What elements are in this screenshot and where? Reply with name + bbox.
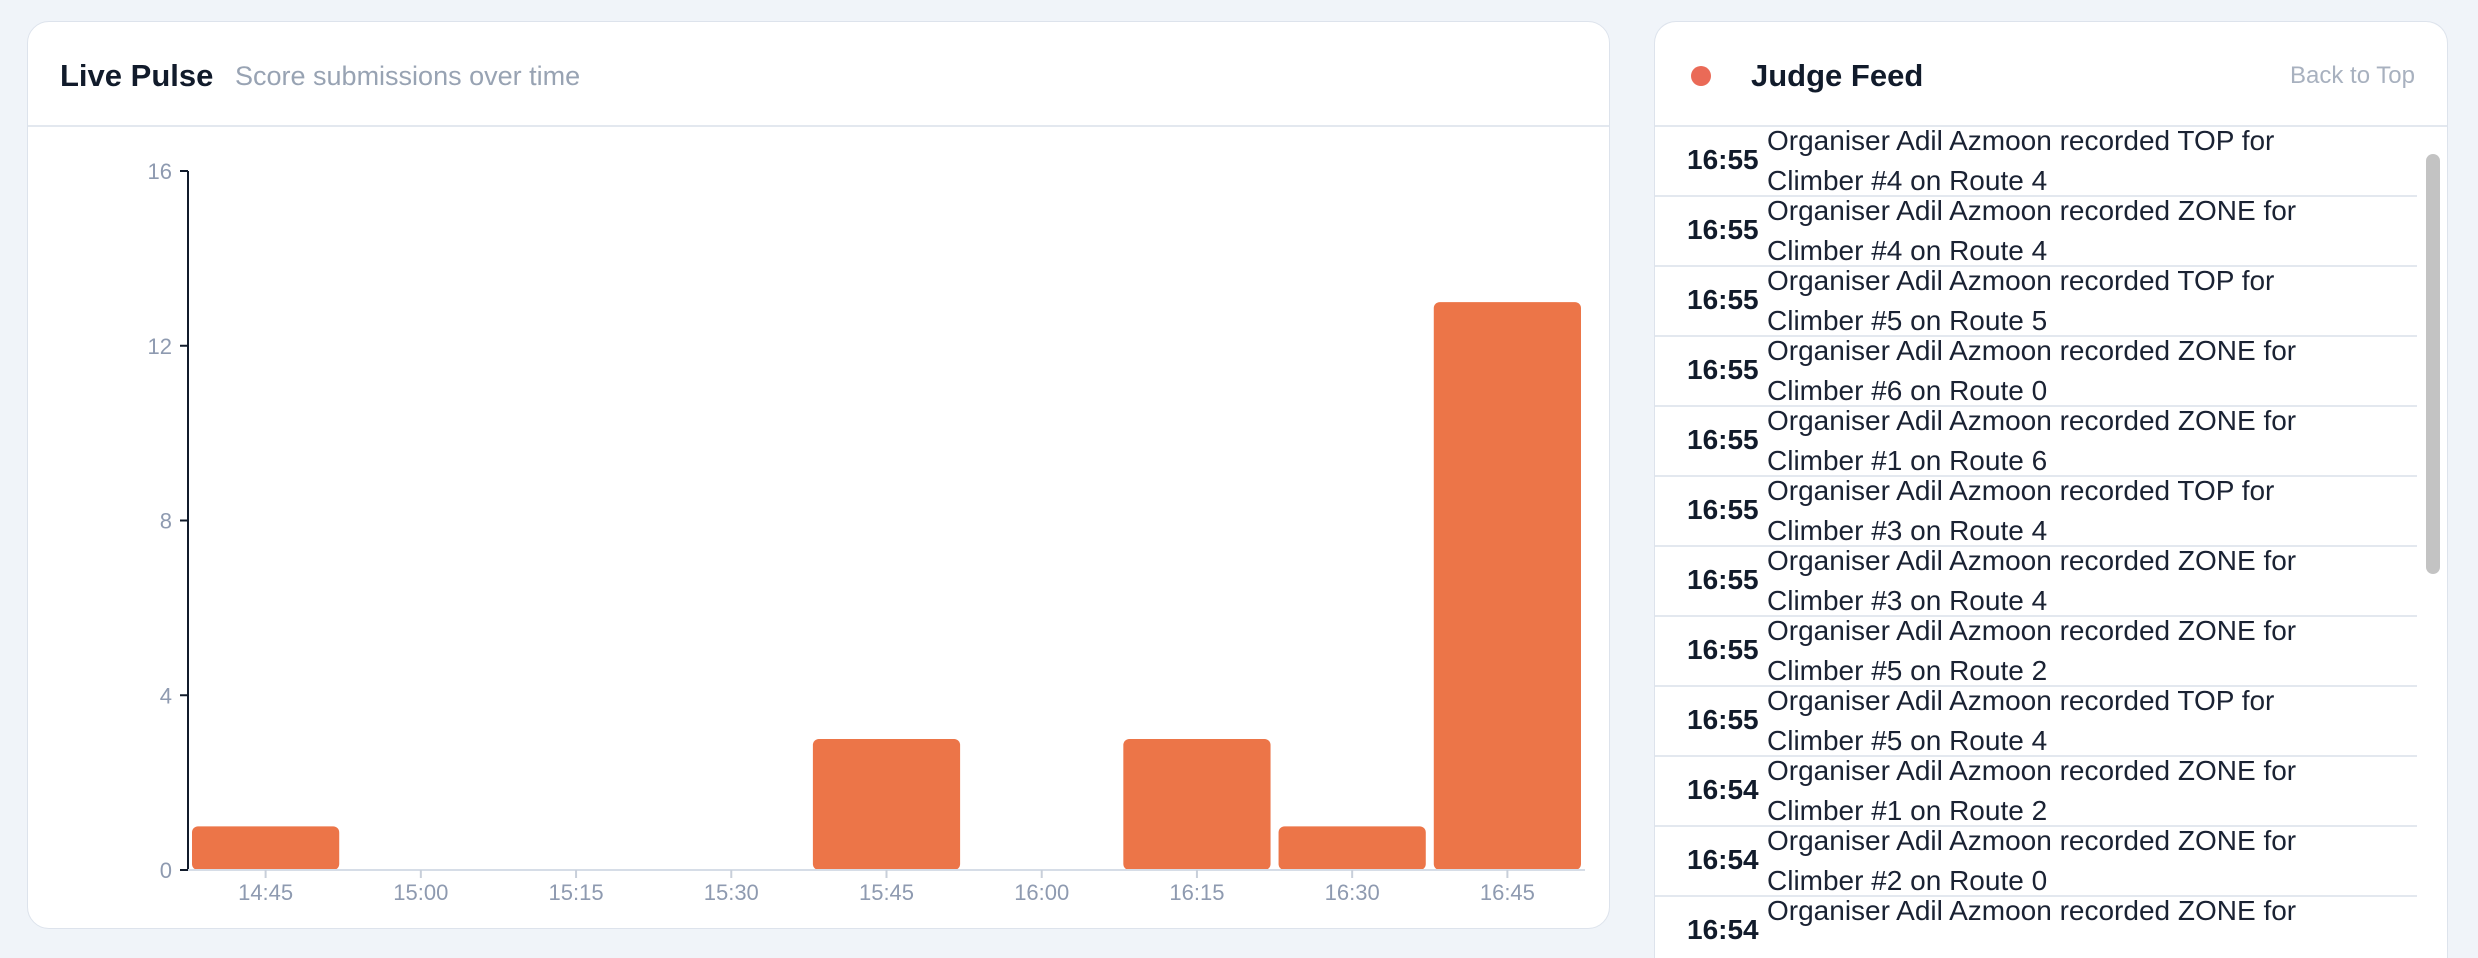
- y-tick-label: 4: [160, 683, 172, 708]
- bar-1615: [1123, 738, 1271, 870]
- live-pulse-subtitle: Score submissions over time: [235, 61, 581, 91]
- bar-1445: [192, 826, 340, 870]
- feed-item-message-line2: Climber #4 on Route 4: [1767, 235, 2048, 266]
- feed-item-message-line2: Climber #4 on Route 4: [1767, 165, 2048, 196]
- feed-item: 16:55 Organiser Adil Azmoon recorded TOP …: [1655, 265, 2417, 337]
- feed-item: 16:55 Organiser Adil Azmoon recorded ZONE…: [1655, 195, 2417, 267]
- feed-item-message: Organiser Adil Azmoon recorded ZONE for C…: [1767, 191, 2327, 271]
- feed-item: 16:55 Organiser Adil Azmoon recorded ZONE…: [1655, 405, 2417, 477]
- feed-item-message-line1: Organiser Adil Azmoon recorded ZONE for: [1767, 895, 2297, 926]
- x-tick-label: 15:15: [549, 880, 604, 905]
- feed-item-message-line2: Climber #5 on Route 2: [1767, 655, 2048, 686]
- x-tick-label: 15:45: [859, 880, 914, 905]
- feed-item-message: Organiser Adil Azmoon recorded ZONE for C…: [1767, 331, 2327, 411]
- feed-item: 16:55 Organiser Adil Azmoon recorded TOP …: [1655, 475, 2417, 547]
- feed-item-time: 16:55: [1687, 354, 1759, 385]
- feed-item-message: Organiser Adil Azmoon recorded ZONE for C…: [1767, 401, 2327, 481]
- x-tick-label: 16:45: [1480, 880, 1535, 905]
- feed-item-message-line1: Organiser Adil Azmoon recorded ZONE for: [1767, 755, 2297, 786]
- feed-item-message-line1: Organiser Adil Azmoon recorded TOP for: [1767, 127, 2275, 156]
- feed-scrollbar[interactable]: [2423, 132, 2443, 958]
- x-tick-label: 14:45: [238, 880, 293, 905]
- bar-1545: [812, 738, 961, 870]
- feed-item-message-line2: Climber #1 on Route 2: [1767, 795, 2048, 826]
- feed-item: 16:55 Organiser Adil Azmoon recorded ZONE…: [1655, 615, 2417, 687]
- feed-item-message: Organiser Adil Azmoon recorded ZONE for: [1767, 891, 2327, 931]
- feed-item: 16:55 Organiser Adil Azmoon recorded TOP …: [1655, 127, 2417, 197]
- bar-1630: [1278, 826, 1426, 870]
- feed-item-message-line1: Organiser Adil Azmoon recorded TOP for: [1767, 265, 2275, 296]
- feed-item-message: Organiser Adil Azmoon recorded TOP for Cl…: [1767, 261, 2327, 341]
- x-tick-label: 16:00: [1014, 880, 1069, 905]
- x-tick-label: 16:15: [1169, 880, 1224, 905]
- feed-item: 16:54 Organiser Adil Azmoon recorded ZONE…: [1655, 895, 2417, 958]
- feed-item-message-line2: Climber #6 on Route 0: [1767, 375, 2048, 406]
- feed-item-message-line1: Organiser Adil Azmoon recorded TOP for: [1767, 475, 2275, 506]
- feed-item-message: Organiser Adil Azmoon recorded TOP for Cl…: [1767, 127, 2327, 201]
- feed-item-message-line1: Organiser Adil Azmoon recorded TOP for: [1767, 685, 2275, 716]
- feed-item: 16:54 Organiser Adil Azmoon recorded ZONE…: [1655, 755, 2417, 827]
- feed-item-message: Organiser Adil Azmoon recorded TOP for Cl…: [1767, 471, 2327, 551]
- feed-item-time: 16:55: [1687, 144, 1759, 175]
- x-tick-label: 16:30: [1325, 880, 1380, 905]
- feed-item-message: Organiser Adil Azmoon recorded ZONE for C…: [1767, 541, 2327, 621]
- back-to-top-link[interactable]: Back to Top: [2290, 62, 2415, 89]
- feed-item-time: 16:55: [1687, 284, 1759, 315]
- feed-item-message-line2: Climber #3 on Route 4: [1767, 515, 2048, 546]
- feed-item-message-line1: Organiser Adil Azmoon recorded ZONE for: [1767, 335, 2297, 366]
- feed-item-message-line2: Climber #3 on Route 4: [1767, 585, 2048, 616]
- x-tick-label: 15:00: [393, 880, 448, 905]
- feed-item-time: 16:54: [1687, 844, 1759, 875]
- feed-item-time: 16:55: [1687, 424, 1759, 455]
- feed-item-message-line1: Organiser Adil Azmoon recorded ZONE for: [1767, 545, 2297, 576]
- score-submissions-chart: 0 4 8 12 16 14:45 15:00 15:15 15:30 15:45 16:00 16:…: [148, 159, 1585, 905]
- feed-item: 16:55 Organiser Adil Azmoon recorded ZONE…: [1655, 545, 2417, 617]
- feed-item-message-line1: Organiser Adil Azmoon recorded ZONE for: [1767, 615, 2297, 646]
- y-tick-label: 0: [160, 858, 172, 883]
- feed-item-time: 16:54: [1687, 914, 1759, 945]
- feed-item-message: Organiser Adil Azmoon recorded TOP for Cl…: [1767, 681, 2327, 761]
- judge-feed-card: Judge Feed Back to Top 16:55 Organiser Ad…: [1654, 21, 2448, 958]
- feed-item-message: Organiser Adil Azmoon recorded ZONE for C…: [1767, 611, 2327, 691]
- feed-item-message-line1: Organiser Adil Azmoon recorded ZONE for: [1767, 825, 2297, 856]
- live-status-dot: [1691, 66, 1711, 86]
- judge-feed-header: Judge Feed Back to Top: [1655, 22, 2447, 127]
- live-pulse-header: Live Pulse Score submissions over time: [28, 22, 1609, 127]
- feed-item-time: 16:55: [1687, 704, 1759, 735]
- judge-feed-title: Judge Feed: [1751, 58, 1924, 93]
- feed-item-time: 16:55: [1687, 494, 1759, 525]
- feed-item-message-line2: Climber #5 on Route 5: [1767, 305, 2048, 336]
- bar-1645: [1433, 302, 1581, 870]
- feed-item: 16:55 Organiser Adil Azmoon recorded TOP …: [1655, 685, 2417, 757]
- feed-item: 16:55 Organiser Adil Azmoon recorded ZONE…: [1655, 335, 2417, 407]
- y-tick-label: 8: [160, 509, 172, 534]
- feed-item-message-line2: Climber #1 on Route 6: [1767, 445, 2048, 476]
- live-pulse-card: Live Pulse Score submissions over time 0…: [27, 21, 1610, 929]
- feed-item: 16:54 Organiser Adil Azmoon recorded ZONE…: [1655, 825, 2417, 897]
- x-tick-label: 15:30: [704, 880, 759, 905]
- feed-item-time: 16:55: [1687, 214, 1759, 245]
- feed-item-message: Organiser Adil Azmoon recorded ZONE for C…: [1767, 751, 2327, 831]
- feed-item-message-line1: Organiser Adil Azmoon recorded ZONE for: [1767, 195, 2297, 226]
- feed-item-message: Organiser Adil Azmoon recorded ZONE for C…: [1767, 821, 2327, 901]
- live-pulse-title: Live Pulse: [60, 58, 214, 93]
- feed-item-time: 16:55: [1687, 564, 1759, 595]
- feed-item-message-line2: Climber #2 on Route 0: [1767, 865, 2048, 896]
- feed-item-message-line2: Climber #5 on Route 4: [1767, 725, 2048, 756]
- judge-feed-list[interactable]: 16:55 Organiser Adil Azmoon recorded TOP …: [1655, 127, 2417, 958]
- y-tick-label: 16: [148, 159, 172, 184]
- feed-item-time: 16:54: [1687, 774, 1759, 805]
- feed-scrollbar-thumb[interactable]: [2426, 154, 2440, 574]
- feed-item-time: 16:55: [1687, 634, 1759, 665]
- feed-item-message-line1: Organiser Adil Azmoon recorded ZONE for: [1767, 405, 2297, 436]
- y-tick-label: 12: [148, 334, 172, 359]
